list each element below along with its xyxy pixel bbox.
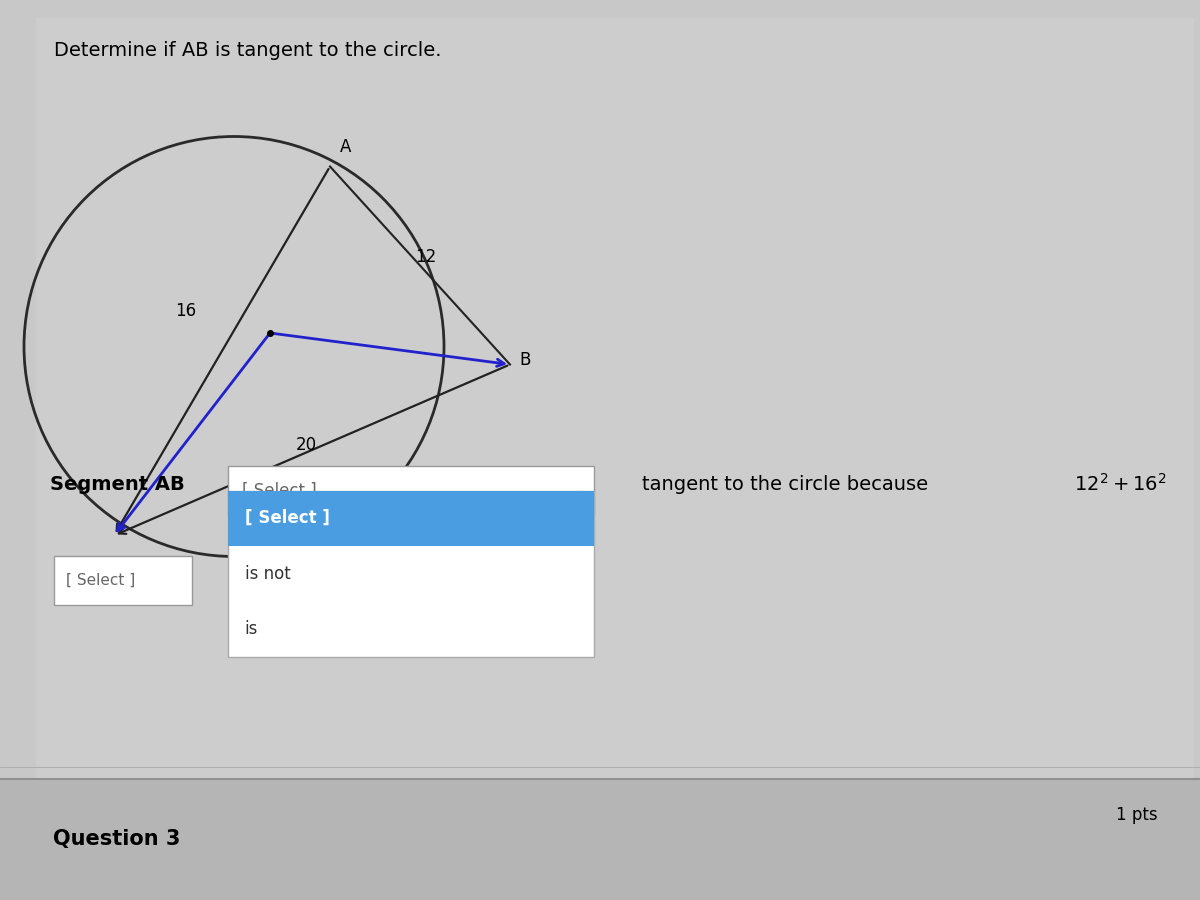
Text: 12: 12 bbox=[415, 248, 437, 266]
FancyBboxPatch shape bbox=[36, 18, 1194, 778]
Text: is not: is not bbox=[245, 565, 290, 583]
Text: tangent to the circle because: tangent to the circle because bbox=[642, 474, 935, 494]
Text: Segment AB: Segment AB bbox=[50, 474, 185, 494]
FancyBboxPatch shape bbox=[228, 466, 594, 515]
Text: [ Select ]: [ Select ] bbox=[66, 573, 136, 588]
FancyBboxPatch shape bbox=[54, 556, 192, 606]
Text: is: is bbox=[245, 620, 258, 638]
Text: B: B bbox=[520, 351, 530, 369]
Text: [ Select ]: [ Select ] bbox=[245, 509, 330, 527]
FancyBboxPatch shape bbox=[228, 491, 594, 657]
Text: ⌄: ⌄ bbox=[575, 484, 584, 497]
Text: A: A bbox=[340, 138, 350, 156]
Text: 1 pts: 1 pts bbox=[1116, 806, 1158, 824]
Text: Question 3: Question 3 bbox=[53, 829, 180, 849]
Text: [ Select ]: [ Select ] bbox=[242, 482, 317, 500]
FancyBboxPatch shape bbox=[0, 778, 1200, 900]
FancyBboxPatch shape bbox=[228, 491, 594, 546]
Text: 20: 20 bbox=[295, 436, 317, 454]
Text: Determine if AB is tangent to the circle.: Determine if AB is tangent to the circle… bbox=[54, 40, 442, 59]
Text: $12^2 + 16^2$: $12^2 + 16^2$ bbox=[1074, 473, 1166, 495]
Text: 16: 16 bbox=[175, 302, 197, 319]
